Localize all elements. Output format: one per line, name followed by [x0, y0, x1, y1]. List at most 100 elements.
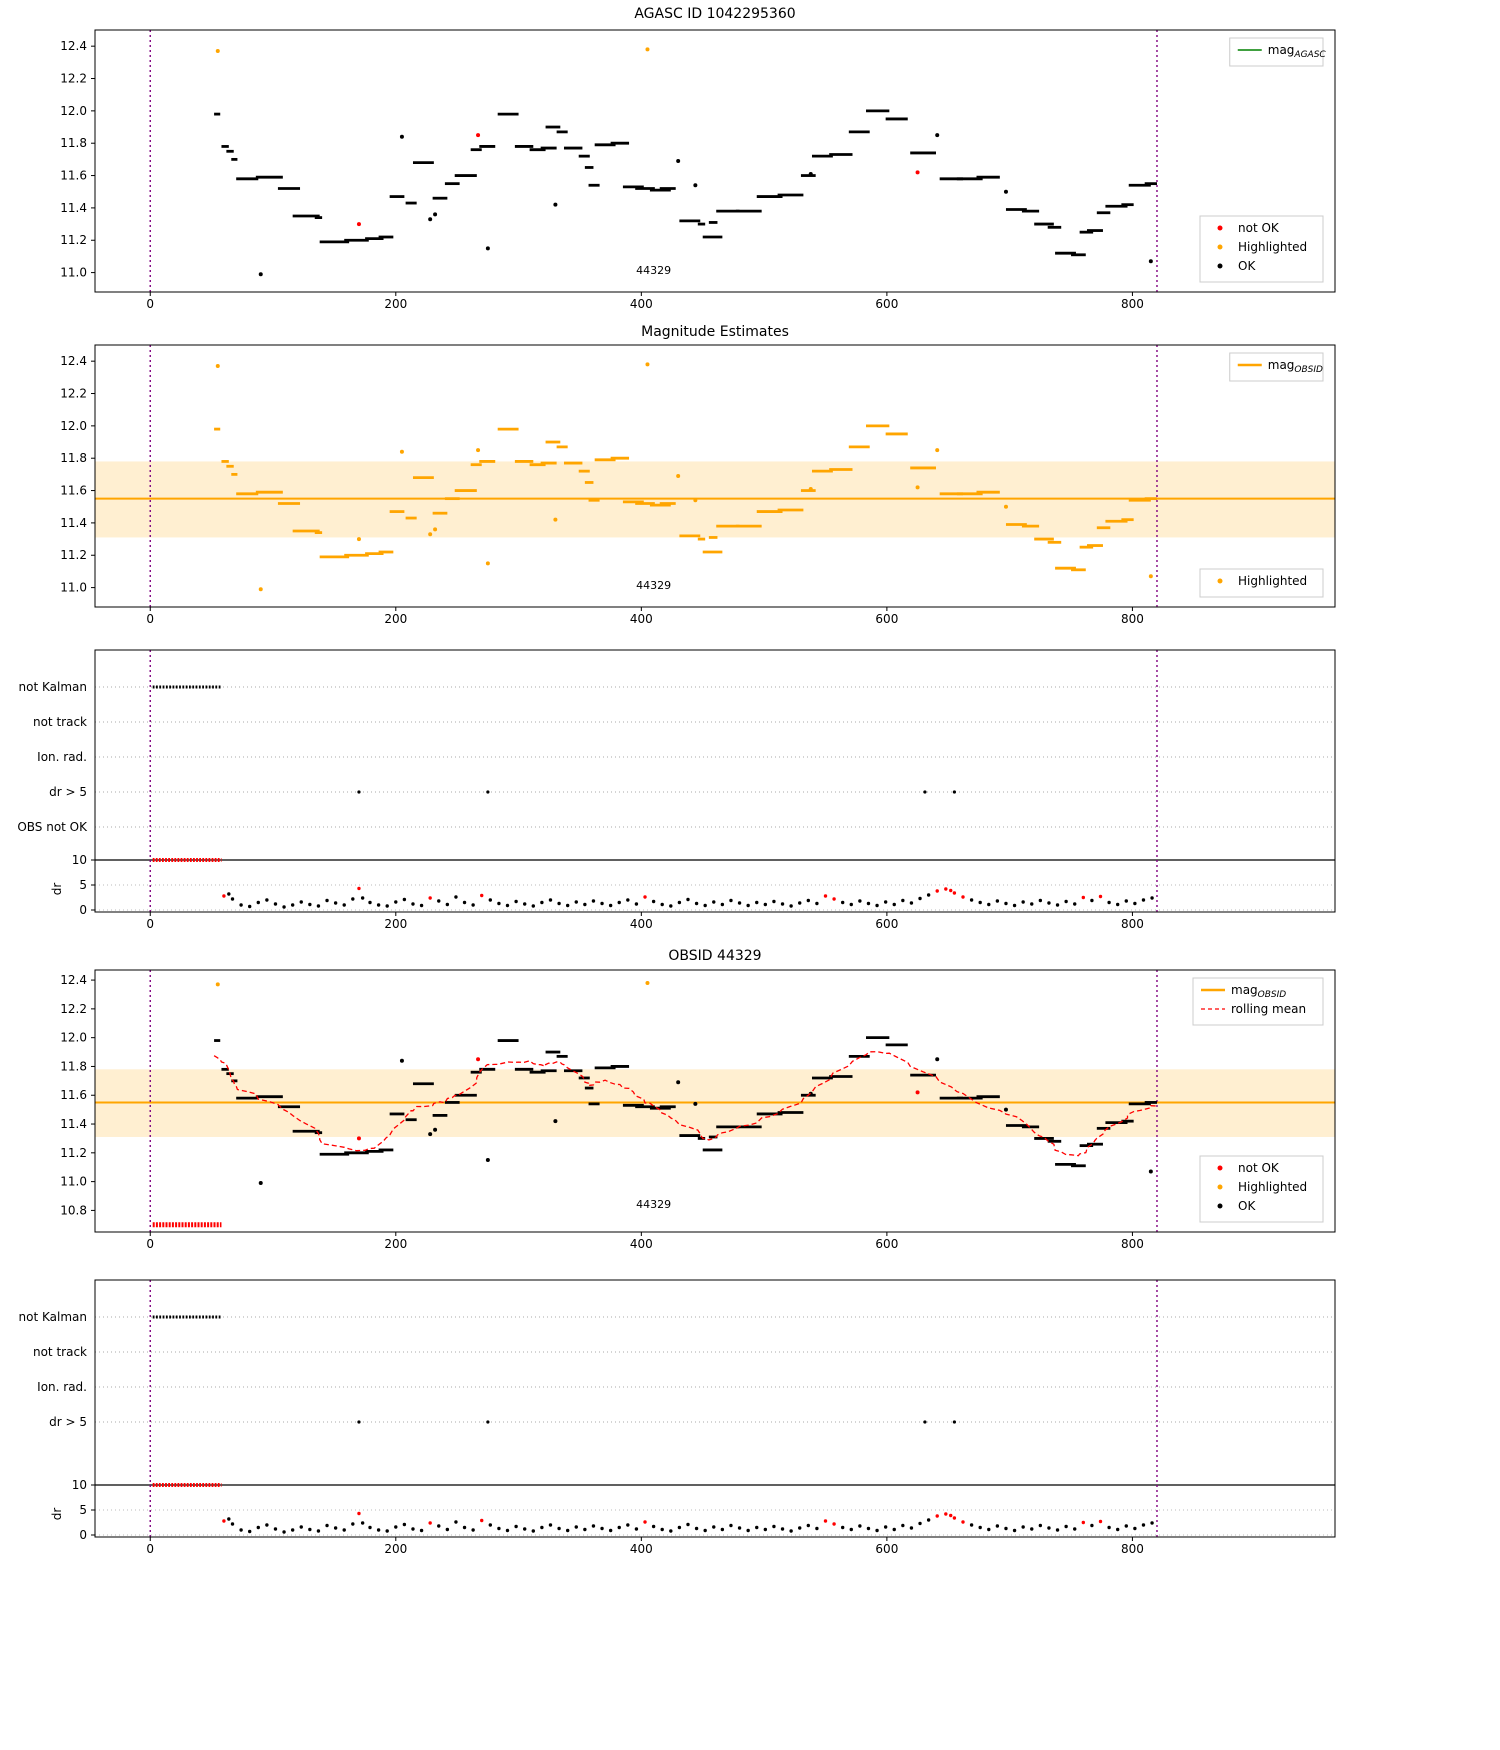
mag-data-points	[214, 362, 1157, 592]
y-tick-label: 11.0	[60, 581, 87, 595]
dr-tick-label: 5	[79, 878, 87, 892]
legend-label: rolling mean	[1231, 1002, 1306, 1016]
y-tick-label: 11.4	[60, 1117, 87, 1131]
flag-row-label: OBS not OK	[17, 820, 88, 834]
legend: Highlighted	[1199, 568, 1324, 598]
y-tick-label: 11.6	[60, 484, 87, 498]
y-tick-label: 12.0	[60, 419, 87, 433]
x-tick-label: 600	[875, 297, 898, 311]
y-tick-label: 12.4	[60, 973, 87, 987]
x-tick-label: 800	[1121, 917, 1144, 931]
legend-label: Highlighted	[1238, 240, 1307, 254]
y-tick-label: 12.2	[60, 1002, 87, 1016]
y-tick-label: 12.0	[60, 104, 87, 118]
y-tick-label: 11.2	[60, 1146, 87, 1160]
legend: magOBSID	[1229, 352, 1324, 382]
x-tick-label: 800	[1121, 1237, 1144, 1251]
flag-row-label: not Kalman	[19, 1310, 87, 1324]
x-tick-label: 800	[1121, 297, 1144, 311]
legend-label: not OK	[1238, 1161, 1280, 1175]
x-tick-label: 600	[875, 917, 898, 931]
y-tick-label: 11.8	[60, 136, 87, 150]
dr-gt5-point	[357, 1420, 361, 1424]
obsid-annotation: 44329	[636, 1198, 671, 1211]
legend-label: OK	[1238, 1199, 1256, 1213]
plot4-title: OBSID 44329	[668, 948, 762, 964]
flag-row-label: dr > 5	[49, 785, 87, 799]
axes-frame	[94, 1279, 1336, 1538]
y-tick-label: 11.0	[60, 1175, 87, 1189]
x-tick-label: 800	[1121, 1542, 1144, 1556]
dr-gt5-point	[486, 1420, 490, 1424]
x-tick-label: 200	[384, 297, 407, 311]
axes-frame	[94, 344, 1336, 608]
x-tick-label: 600	[875, 612, 898, 626]
legend-dot-marker	[1217, 1203, 1223, 1209]
legend-dot-marker	[1217, 263, 1223, 269]
flag-row-label: not Kalman	[19, 680, 87, 694]
axes-frame	[94, 649, 1336, 913]
legend-dot-marker	[1217, 225, 1223, 231]
x-tick-label: 0	[146, 917, 154, 931]
dr-gt5-point	[357, 790, 361, 794]
legend-label: Highlighted	[1238, 574, 1307, 588]
flag-row-label: Ion. rad.	[37, 750, 87, 764]
axes-frame	[94, 29, 1336, 293]
dr-gt5-point	[923, 790, 927, 794]
legend-dot-marker	[1217, 1165, 1223, 1171]
rolling-mean-line	[213, 1051, 1158, 1157]
chart-agasc: 0 200 400 600 800 11.0 11.2 11.4 11.6 11.8 12.0 12.…	[60, 29, 1336, 311]
x-tick-label: 400	[630, 612, 653, 626]
y-tick-label: 11.0	[60, 266, 87, 280]
dr-gt5-point	[952, 790, 957, 794]
legend-dot-marker	[1217, 1184, 1223, 1190]
x-tick-label: 200	[384, 612, 407, 626]
x-tick-label: 600	[875, 1237, 898, 1251]
y-tick-label: 12.2	[60, 72, 87, 86]
y-tick-label: 11.8	[60, 451, 87, 465]
plot2-title: Magnitude Estimates	[641, 324, 789, 340]
legend: magAGASC	[1229, 37, 1326, 67]
y-tick-label: 11.4	[60, 201, 87, 215]
flag-row-label: not track	[33, 715, 87, 729]
y-tick-label: 10.8	[60, 1203, 87, 1217]
flag-row-label: not track	[33, 1345, 87, 1359]
dr-axis-label: dr	[50, 1508, 64, 1521]
plot1-title: AGASC ID 1042295360	[634, 6, 796, 22]
chart-obsid: 0 200 400 600 800 10.8 11.0 11.2 11.4 11.6 11.8 12.…	[60, 969, 1336, 1251]
axes-frame	[94, 969, 1336, 1233]
dr-gt5-point	[923, 1420, 927, 1424]
mag-data-points	[214, 980, 1157, 1186]
y-tick-label: 12.4	[60, 39, 87, 53]
dr-tick-label: 5	[79, 1503, 87, 1517]
dr-axis-label: dr	[50, 883, 64, 896]
flag-row-label: Ion. rad.	[37, 1380, 87, 1394]
y-tick-label: 12.4	[60, 354, 87, 368]
dr-scatter	[222, 886, 1154, 909]
legend: not OK Highlighted OK	[1199, 1155, 1324, 1223]
y-tick-label: 11.8	[60, 1059, 87, 1073]
y-tick-label: 11.6	[60, 1088, 87, 1102]
x-tick-label: 400	[630, 917, 653, 931]
y-tick-label: 12.0	[60, 1031, 87, 1045]
dr-tick-label: 10	[72, 853, 87, 867]
y-tick-label: 12.2	[60, 387, 87, 401]
dr-tick-label: 10	[72, 1478, 87, 1492]
legend-dot-marker	[1217, 244, 1223, 250]
x-tick-label: 0	[146, 297, 154, 311]
y-tick-label: 11.2	[60, 233, 87, 247]
legend: not OK Highlighted OK	[1199, 215, 1324, 283]
legend-dot-marker	[1217, 578, 1223, 584]
x-tick-label: 0	[146, 1542, 154, 1556]
x-tick-label: 400	[630, 1237, 653, 1251]
x-tick-label: 200	[384, 917, 407, 931]
x-tick-label: 600	[875, 1542, 898, 1556]
dr-gt5-point	[952, 1420, 957, 1424]
x-tick-label: 0	[146, 1237, 154, 1251]
dr-gt5-point	[486, 790, 490, 794]
chart-flags2: not Kalman not track Ion. rad. dr > 5 10 5 0 0 2…	[19, 1279, 1336, 1556]
dr-tick-label: 0	[79, 903, 87, 917]
legend-label: OK	[1238, 259, 1256, 273]
